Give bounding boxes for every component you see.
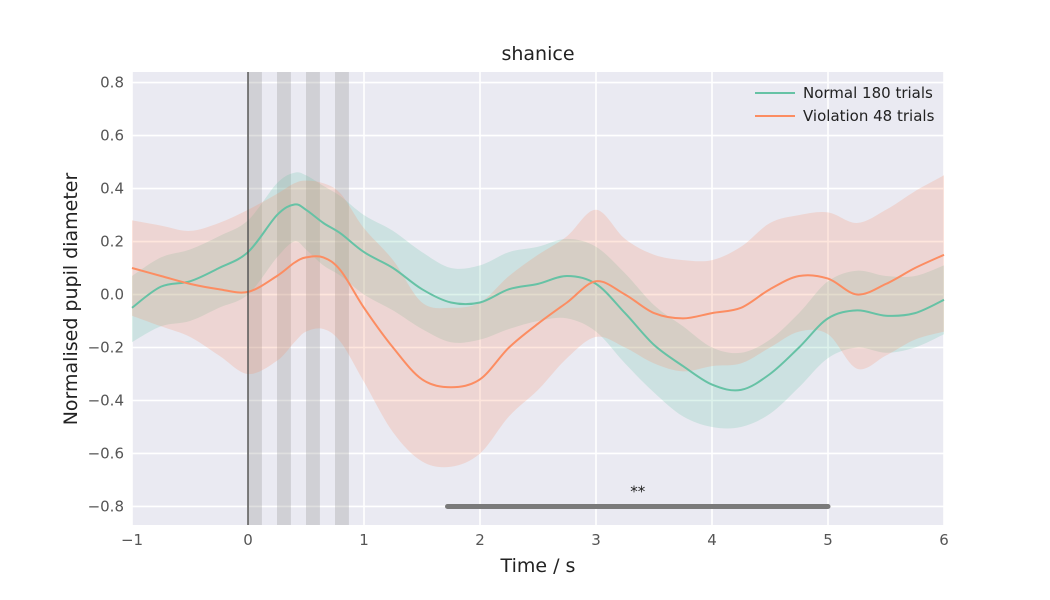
shaded-intervals xyxy=(248,72,349,525)
legend-label-2: Violation 48 trials xyxy=(803,107,935,125)
x-tick-label: 0 xyxy=(243,531,253,549)
shaded-interval xyxy=(306,72,320,525)
y-tick-label: −0.6 xyxy=(88,444,124,462)
x-tick-label: 3 xyxy=(591,531,601,549)
y-tick-label: −0.2 xyxy=(88,339,124,357)
confidence-band-1 xyxy=(132,172,944,429)
shaded-interval xyxy=(248,72,262,525)
x-tick-label: 1 xyxy=(359,531,369,549)
legend-label-1: Normal 180 trials xyxy=(803,84,933,102)
legend: Normal 180 trials Violation 48 trials xyxy=(755,84,935,125)
chart-title: shanice xyxy=(501,43,574,65)
confidence-bands xyxy=(132,172,944,468)
x-tick-label: −1 xyxy=(121,531,143,549)
x-tick-label: 6 xyxy=(939,531,949,549)
series-line-2 xyxy=(131,253,945,389)
series-line-1 xyxy=(131,203,945,392)
y-tick-label: −0.8 xyxy=(88,497,124,515)
y-tick-label: −0.4 xyxy=(88,391,124,409)
x-tick-label: 2 xyxy=(475,531,485,549)
shaded-interval xyxy=(277,72,291,525)
y-tick-label: 0.8 xyxy=(100,74,124,92)
plot-background xyxy=(132,72,944,525)
x-tick-label: 5 xyxy=(823,531,833,549)
significance-label: ** xyxy=(630,482,646,500)
y-axis-ticks: −0.8 −0.6 −0.4 −0.2 0.0 0.2 0.4 0.6 0.8 xyxy=(88,74,124,516)
shaded-interval xyxy=(335,72,349,525)
x-axis-label: Time / s xyxy=(500,555,576,577)
grid xyxy=(131,72,945,525)
x-tick-label: 4 xyxy=(707,531,717,549)
x-axis-ticks: −1 0 1 2 3 4 5 6 xyxy=(121,531,949,549)
y-tick-label: 0.6 xyxy=(100,127,124,145)
y-tick-label: 0.4 xyxy=(100,180,124,198)
y-tick-label: 0.0 xyxy=(100,286,124,304)
y-tick-label: 0.2 xyxy=(100,233,124,251)
y-axis-label: Normalised pupil diameter xyxy=(60,173,82,426)
confidence-band-2 xyxy=(132,175,944,468)
series-lines xyxy=(131,203,945,392)
